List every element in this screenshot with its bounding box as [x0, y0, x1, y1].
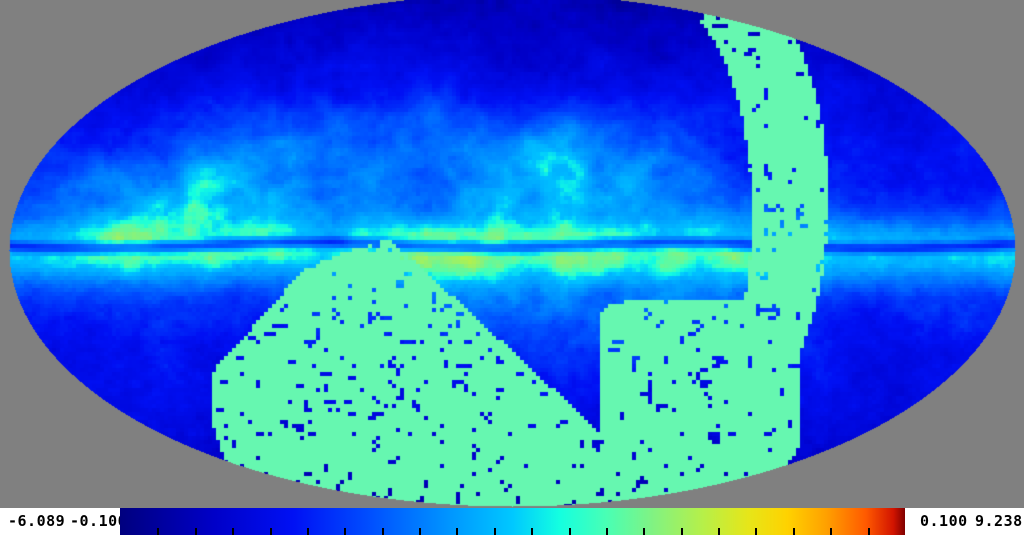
colorbar-gradient [120, 508, 905, 535]
colorbar-tick [792, 528, 795, 535]
colorbar-high-cut-label: 0.100 [920, 512, 968, 530]
colorbar-tick [344, 528, 347, 535]
colorbar-tick [456, 528, 459, 535]
colorbar-tick [381, 528, 384, 535]
mollweide-sky-map-canvas [0, 0, 1024, 508]
colorbar[interactable] [120, 508, 905, 535]
colorbar-tick [306, 528, 309, 535]
colorbar-min-label: -6.089 [8, 512, 66, 530]
colorbar-tick-marks [120, 528, 905, 535]
colorbar-tick [867, 528, 870, 535]
colorbar-tick [269, 528, 272, 535]
colorbar-tick [157, 528, 160, 535]
colorbar-tick [531, 528, 534, 535]
colorbar-tick [830, 528, 833, 535]
colorbar-low-cut-label: -0.100 [70, 512, 128, 530]
colorbar-tick [232, 528, 235, 535]
colorbar-tick [755, 528, 758, 535]
colorbar-tick [718, 528, 721, 535]
colorbar-max-label: 9.238 [975, 512, 1023, 530]
colorbar-tick [194, 528, 197, 535]
colorbar-tick [643, 528, 646, 535]
all-sky-map-panel [0, 0, 1024, 508]
colorbar-tick [605, 528, 608, 535]
colorbar-tick [419, 528, 422, 535]
colorbar-tick [680, 528, 683, 535]
colorbar-tick [568, 528, 571, 535]
colorbar-tick [493, 528, 496, 535]
